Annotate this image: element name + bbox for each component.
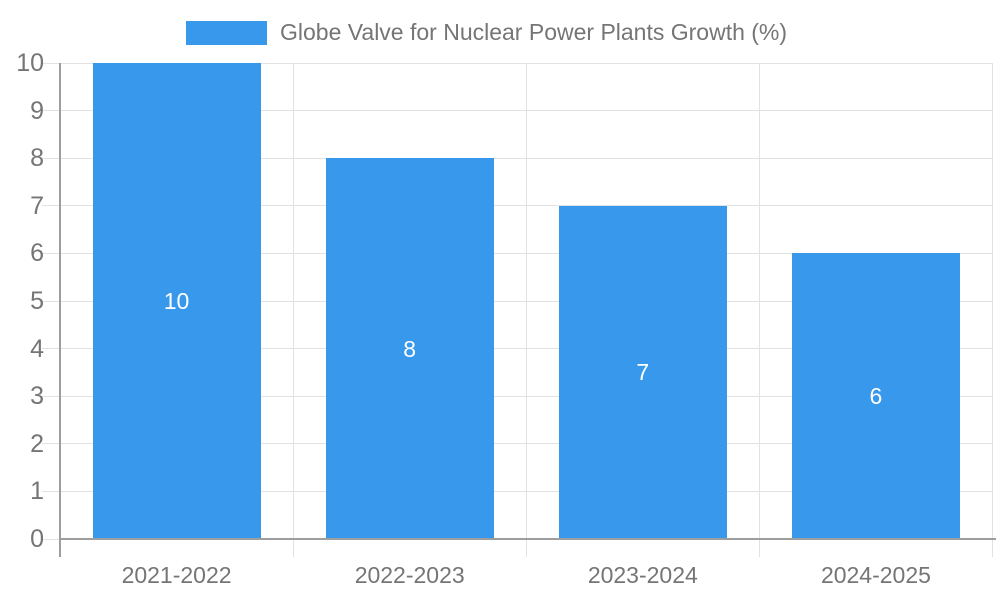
y-gridline [42, 490, 993, 492]
legend-label: Globe Valve for Nuclear Power Plants Gro… [280, 19, 788, 45]
x-gridline [758, 63, 760, 557]
y-tick-label: 3 [30, 382, 44, 411]
bar-2022-2023 [325, 158, 494, 539]
y-gridline [42, 395, 993, 397]
bar-2021-2022 [92, 63, 261, 539]
y-tick-label: 4 [30, 334, 44, 363]
bar-2023-2024 [558, 205, 727, 539]
bar-value-label: 6 [869, 383, 883, 410]
y-tick-label: 10 [16, 49, 44, 77]
y-gridline [42, 110, 993, 112]
x-tick-label: 2024-2025 [820, 562, 931, 588]
x-gridline [525, 63, 527, 557]
y-tick-label: 7 [30, 191, 44, 220]
x-tick-label: 2023-2024 [587, 562, 698, 588]
chart-legend: Globe Valve for Nuclear Power Plants Gro… [186, 19, 787, 46]
x-gridline [292, 63, 294, 557]
bar-value-label: 8 [403, 335, 417, 362]
y-axis-line [58, 63, 61, 557]
y-gridline [42, 252, 993, 254]
y-gridline [42, 205, 993, 207]
y-tick-label: 8 [30, 144, 44, 173]
y-gridline [42, 300, 993, 302]
y-gridline [42, 443, 993, 445]
y-tick-label: 1 [30, 477, 44, 506]
y-gridline [42, 348, 993, 350]
x-axis-line [58, 538, 996, 540]
bar-2024-2025 [791, 253, 960, 539]
y-tick-label: 6 [30, 239, 44, 268]
y-gridline [42, 157, 993, 159]
y-tick-label: 0 [30, 525, 44, 553]
y-tick-label: 9 [30, 96, 44, 125]
x-tick-label: 2021-2022 [121, 562, 232, 588]
x-gridline [992, 63, 993, 557]
bar-value-label: 7 [636, 359, 650, 386]
y-tick-label: 2 [30, 429, 44, 458]
y-tick-label: 5 [30, 287, 44, 315]
x-tick-label: 2022-2023 [354, 562, 465, 588]
y-gridline [42, 62, 993, 64]
legend-swatch [186, 20, 267, 45]
bar-value-label: 10 [163, 288, 190, 314]
